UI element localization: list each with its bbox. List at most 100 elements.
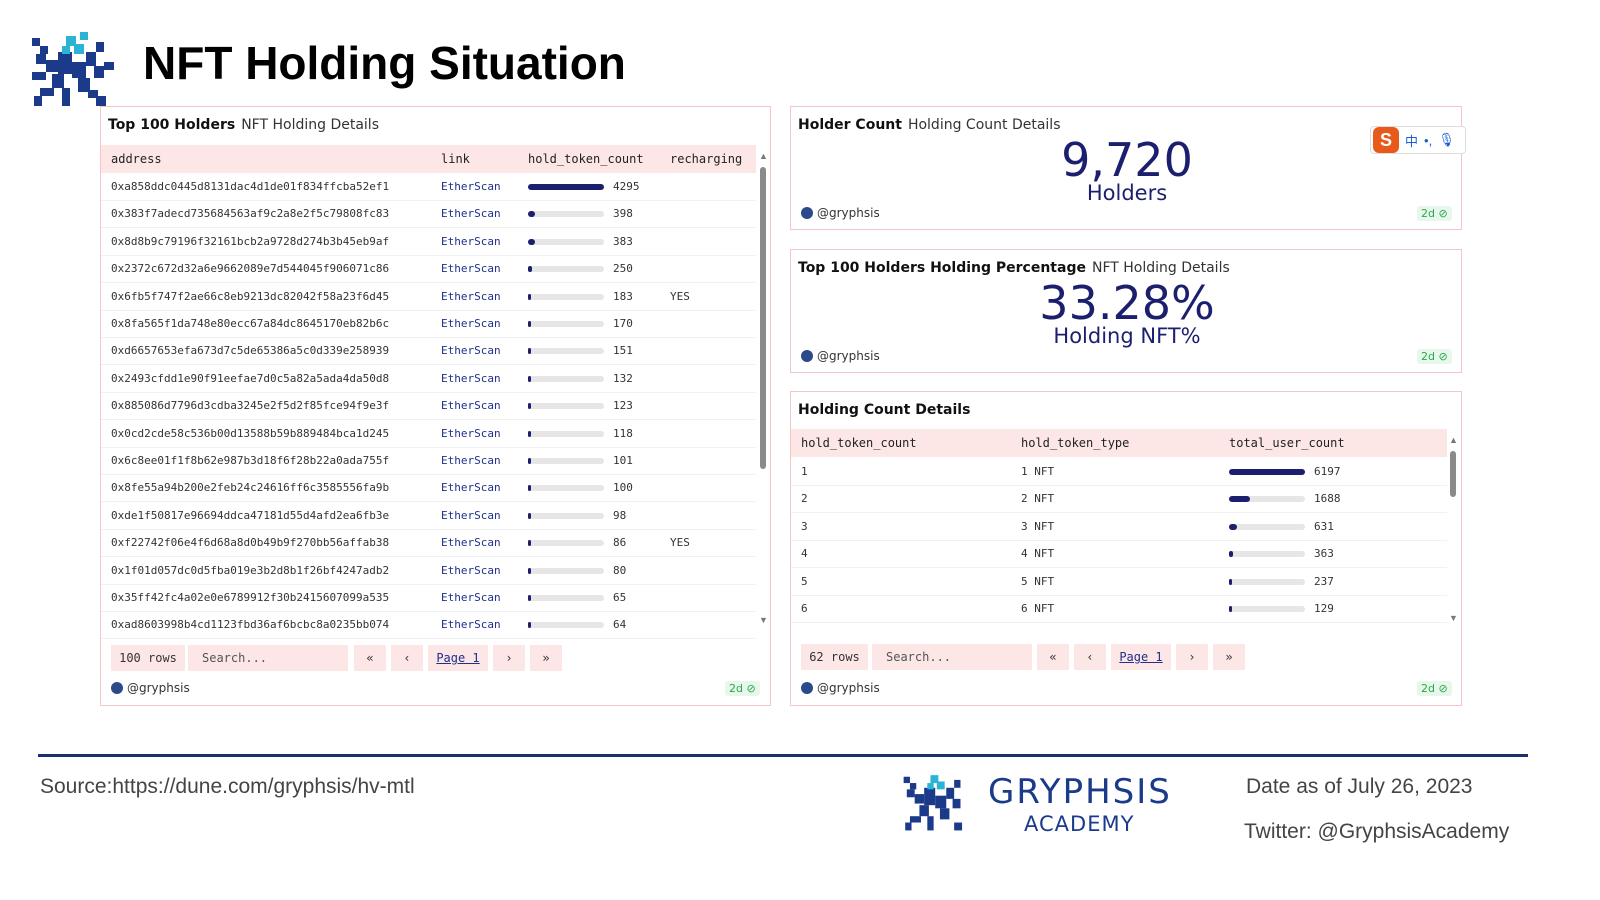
next-page-button[interactable]: › <box>493 645 525 671</box>
etherscan-link[interactable]: EtherScan <box>441 481 501 495</box>
panel-subtitle[interactable]: Holding Count Details <box>907 117 1061 133</box>
column-header-hold-token-count[interactable]: hold_token_count <box>801 436 917 450</box>
count-bar <box>528 567 604 574</box>
table-row: 0x1f01d057dc0d5fba019e3b2d8b1f26bf4247ad… <box>101 557 756 585</box>
last-page-button[interactable]: » <box>1213 644 1245 670</box>
etherscan-link[interactable]: EtherScan <box>441 262 501 276</box>
panel-title[interactable]: Holding Count Details <box>798 402 971 418</box>
page-link[interactable]: Page 1 <box>436 651 480 665</box>
etherscan-link[interactable]: EtherScan <box>441 317 501 330</box>
panel-title[interactable]: Holder Count <box>798 117 902 133</box>
count-cell: 98 <box>613 508 627 522</box>
ime-toolbar[interactable]: S 中 •, 🎙 <box>1370 126 1466 154</box>
scroll-up-icon[interactable]: ▲ <box>759 151 768 161</box>
column-header-hold-token-count[interactable]: hold_token_count <box>528 152 644 166</box>
scroll-down-icon[interactable]: ▼ <box>759 615 768 625</box>
microphone-icon[interactable]: 🎙 <box>1438 132 1455 147</box>
user-count-bar <box>1229 496 1305 503</box>
etherscan-link[interactable]: EtherScan <box>441 344 501 358</box>
table-row: 0x2372c672d32a6e9662089e7d544045f906071c… <box>101 255 756 284</box>
etherscan-link[interactable]: EtherScan <box>441 591 501 604</box>
author-byline[interactable]: @gryphsis <box>801 681 880 695</box>
scroll-down-icon[interactable]: ▼ <box>1449 613 1458 623</box>
author-name[interactable]: @gryphsis <box>817 349 880 363</box>
etherscan-link[interactable]: EtherScan <box>441 289 501 303</box>
column-header-address[interactable]: address <box>111 152 162 166</box>
count-details-scrollbar[interactable]: ▲ ▼ <box>1448 435 1458 625</box>
etherscan-link[interactable]: EtherScan <box>441 426 501 440</box>
table-row: 0xd6657653efa673d7c5de65386a5c0d339e2589… <box>101 337 756 366</box>
column-header-hold-token-type[interactable]: hold_token_type <box>1021 436 1130 450</box>
table-row: 1 1 NFT 6197 <box>791 458 1447 486</box>
author-byline[interactable]: @gryphsis <box>111 681 190 695</box>
panel-subtitle[interactable]: NFT Holding Details <box>1091 260 1230 276</box>
hold-token-type-cell: 4 NFT <box>1021 547 1055 561</box>
hold-token-count-cell: 1 <box>801 465 808 478</box>
search-input[interactable]: Search... <box>872 644 1032 670</box>
etherscan-link[interactable]: EtherScan <box>441 180 501 193</box>
table-row: 0x8d8b9c79196f32161bcb2a9728d274b3b45eb9… <box>101 228 756 256</box>
address-cell: 0xa858ddc0445d8131dac4d1de01f834ffcba52e… <box>111 180 390 193</box>
page-link[interactable]: Page 1 <box>1119 650 1163 664</box>
etherscan-link[interactable]: EtherScan <box>441 207 501 221</box>
author-byline[interactable]: @gryphsis <box>801 349 880 363</box>
previous-page-button[interactable]: ‹ <box>1074 644 1106 670</box>
page-indicator[interactable]: Page 1 <box>428 645 488 671</box>
table-row: 0x2493cfdd1e90f91eefae7d0c5a82a5ada4da50… <box>101 365 756 393</box>
panel-title[interactable]: Top 100 Holders <box>108 117 236 133</box>
avatar <box>111 682 123 694</box>
next-page-button[interactable]: › <box>1176 644 1208 670</box>
search-input[interactable]: Search... <box>188 645 348 671</box>
top-holders-table-header: address link hold_token_count recharging <box>101 145 756 173</box>
author-byline[interactable]: @gryphsis <box>801 206 880 220</box>
count-bar <box>528 266 604 273</box>
panel-title[interactable]: Top 100 Holders Holding Percentage <box>798 260 1086 276</box>
etherscan-link[interactable]: EtherScan <box>441 618 501 632</box>
panel-subtitle[interactable]: NFT Holding Details <box>241 117 379 133</box>
table-row: 0xad8603998b4cd1123fbd36af6bcbc8a0235bb0… <box>101 611 756 640</box>
table-row: 0x35ff42fc4a02e0e6789912f30b2415607099a5… <box>101 584 756 612</box>
first-page-button[interactable]: « <box>1037 644 1069 670</box>
scrollbar-thumb[interactable] <box>760 167 766 469</box>
top-holders-header: Top 100 Holders NFT Holding Details <box>108 117 379 133</box>
previous-page-button[interactable]: ‹ <box>391 645 423 671</box>
etherscan-link[interactable]: EtherScan <box>441 234 501 248</box>
first-page-button[interactable]: « <box>354 645 386 671</box>
scrollbar-thumb[interactable] <box>1450 451 1456 497</box>
table-row: 3 3 NFT 631 <box>791 513 1447 541</box>
count-bar-fill <box>528 567 531 574</box>
user-count-bar <box>1229 469 1305 475</box>
address-cell: 0x8fa565f1da748e80ecc67a84dc8645170eb82b… <box>111 317 390 330</box>
ime-language-toggle[interactable]: 中 <box>1405 133 1419 149</box>
column-header-total-user-count[interactable]: total_user_count <box>1229 436 1345 450</box>
scroll-up-icon[interactable]: ▲ <box>1449 435 1458 445</box>
author-name[interactable]: @gryphsis <box>127 681 190 695</box>
column-header-recharging[interactable]: recharging <box>670 152 743 166</box>
count-bar-fill <box>528 266 533 273</box>
count-bar <box>528 293 604 300</box>
column-header-link[interactable]: link <box>441 152 470 166</box>
hold-token-type-cell: 6 NFT <box>1021 602 1055 615</box>
count-cell: 101 <box>613 454 633 467</box>
user-count-bar <box>1229 606 1305 612</box>
top-holders-scrollbar[interactable]: ▲ ▼ <box>758 151 768 627</box>
avatar <box>801 350 813 362</box>
last-page-button[interactable]: » <box>530 645 562 671</box>
sogou-logo-icon[interactable]: S <box>1373 127 1399 153</box>
row-count-badge: 62 rows <box>801 644 868 670</box>
hold-token-type-cell: 1 NFT <box>1021 465 1055 478</box>
author-name[interactable]: @gryphsis <box>817 681 880 695</box>
holder-count-value: 9,720 <box>1061 133 1193 187</box>
etherscan-link[interactable]: EtherScan <box>441 563 501 577</box>
recharging-cell: YES <box>670 536 690 550</box>
etherscan-link[interactable]: EtherScan <box>441 399 501 413</box>
count-bar <box>528 348 604 355</box>
etherscan-link[interactable]: EtherScan <box>441 454 501 467</box>
etherscan-link[interactable]: EtherScan <box>441 536 501 550</box>
etherscan-link[interactable]: EtherScan <box>441 371 501 385</box>
author-name[interactable]: @gryphsis <box>817 206 880 220</box>
etherscan-link[interactable]: EtherScan <box>441 508 501 522</box>
gryphsis-academy-logo-icon <box>903 775 963 831</box>
punctuation-icon[interactable]: •, <box>1424 132 1433 148</box>
page-indicator[interactable]: Page 1 <box>1111 644 1171 670</box>
